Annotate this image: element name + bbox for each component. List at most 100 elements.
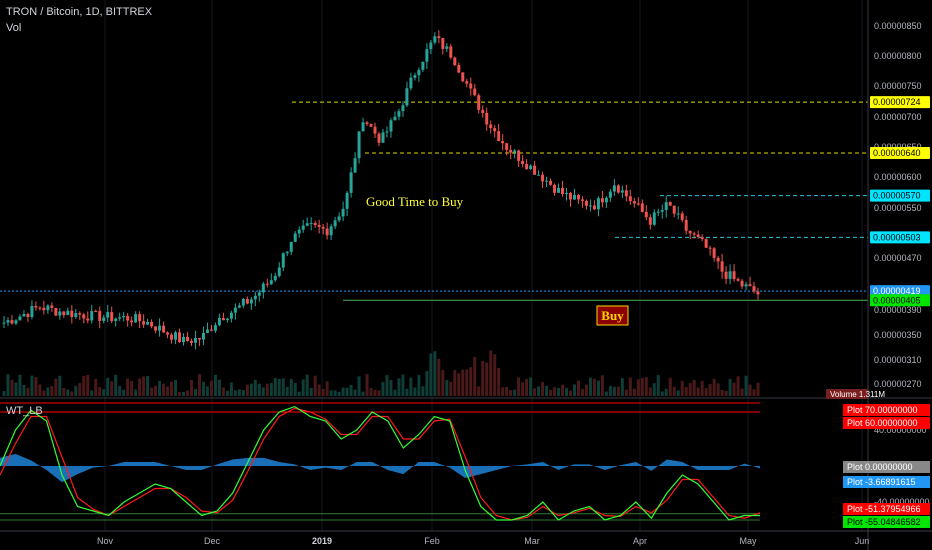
volume-bar-161 (644, 377, 648, 396)
candle-body-25 (102, 317, 106, 321)
candle-body-93 (373, 126, 377, 134)
candle-body-110 (441, 38, 445, 49)
candle-body-89 (357, 131, 361, 159)
candle-body-23 (94, 311, 98, 313)
volume-bar-59 (237, 389, 241, 396)
volume-bar-120 (481, 360, 485, 396)
volume-bar-90 (361, 391, 365, 396)
candle-body-131 (525, 163, 529, 170)
candle-body-130 (521, 160, 525, 164)
volume-bar-18 (74, 385, 78, 396)
candle-body-120 (481, 109, 485, 113)
candle-body-113 (453, 57, 457, 65)
candle-body-119 (477, 95, 481, 110)
volume-bar-83 (333, 390, 337, 396)
candle-body-167 (668, 202, 672, 206)
candle-body-58 (233, 307, 237, 313)
volume-bar-96 (385, 374, 389, 396)
volume-bar-51 (205, 386, 209, 396)
candle-body-134 (537, 174, 541, 176)
candle-body-45 (182, 336, 186, 343)
volume-bar-85 (341, 387, 345, 396)
volume-bar-169 (676, 390, 680, 396)
volume-bar-171 (684, 386, 688, 396)
volume-bar-24 (98, 387, 102, 396)
candle-body-69 (277, 267, 281, 276)
volume-bar-149 (596, 380, 600, 396)
volume-bar-55 (221, 387, 225, 396)
level-tag-bg-3 (870, 231, 930, 244)
volume-indicator-label[interactable]: Vol (6, 22, 22, 34)
candle-body-79 (317, 225, 321, 227)
candle-body-188 (752, 286, 756, 292)
candle-body-54 (217, 318, 221, 326)
candle-body-41 (166, 332, 170, 335)
candle-body-30 (122, 315, 126, 318)
candle-body-139 (557, 187, 561, 193)
candle-body-99 (397, 111, 401, 117)
level-tags: 0.00000724 0.00000640 0.00000570 0.00000503… (826, 96, 930, 399)
candle-body-90 (361, 122, 365, 132)
volume-bar-95 (381, 381, 385, 396)
volume-bar-17 (70, 391, 74, 396)
candle-body-144 (576, 194, 580, 200)
candle-body-46 (186, 336, 190, 341)
volume-bar-38 (154, 385, 158, 396)
volume-bar-76 (305, 374, 309, 396)
candle-body-156 (624, 190, 628, 197)
volume-bar-39 (158, 380, 162, 396)
volume-bar-104 (417, 374, 421, 396)
volume-bar-78 (313, 375, 317, 396)
symbol-title[interactable]: TRON / Bitcoin, 1D, BITTREX (6, 6, 153, 18)
volume-bar-49 (197, 374, 201, 396)
candle-body-3 (14, 320, 18, 324)
volume-bar-29 (118, 385, 122, 396)
candle-body-15 (62, 311, 66, 316)
oscillator-title[interactable]: WT_LB (6, 405, 43, 417)
volume-bar-101 (405, 388, 409, 396)
candle-body-165 (660, 210, 664, 212)
volume-bar-177 (708, 384, 712, 396)
time-tick-5: Apr (633, 536, 647, 546)
time-tick-6: May (739, 536, 757, 546)
volume-bar-141 (565, 388, 569, 396)
volume-bar-175 (700, 380, 704, 396)
volume-bars (2, 350, 760, 396)
candle-body-116 (465, 81, 469, 84)
volume-bar-72 (289, 378, 293, 396)
plot-tag-bg-3 (843, 476, 930, 488)
candle-body-85 (341, 208, 345, 217)
candle-body-78 (313, 223, 317, 226)
volume-bar-129 (517, 377, 521, 396)
volume-bar-150 (600, 375, 604, 396)
volume-badge-bg (826, 389, 868, 399)
volume-bar-2 (10, 379, 14, 396)
candle-body-8 (34, 306, 38, 308)
volume-bar-152 (608, 385, 612, 396)
candle-body-63 (253, 295, 257, 300)
candle-body-109 (437, 36, 441, 39)
plot-tag-bg-1 (843, 417, 930, 429)
plot-tag-3: Plot -3.66891615 (847, 477, 916, 487)
level-tag-bg-1 (870, 147, 930, 159)
volume-bar-75 (301, 379, 305, 396)
candle-body-179 (716, 257, 720, 262)
candle-body-48 (193, 338, 197, 343)
volume-bar-63 (253, 379, 257, 396)
horizontal-levels (0, 101, 868, 301)
candle-body-157 (628, 196, 632, 202)
candle-body-118 (473, 88, 477, 96)
candle-body-114 (457, 64, 461, 73)
candle-body-161 (644, 211, 648, 218)
volume-bar-40 (162, 383, 166, 396)
volume-bar-143 (572, 384, 576, 396)
candle-body-76 (305, 223, 309, 226)
volume-bar-115 (461, 369, 465, 396)
candle-body-95 (381, 132, 385, 143)
candle-body-77 (309, 223, 313, 225)
candle-body-75 (301, 225, 305, 230)
candle-body-133 (533, 165, 537, 175)
volume-bar-19 (78, 383, 82, 396)
volume-bar-148 (592, 378, 596, 396)
